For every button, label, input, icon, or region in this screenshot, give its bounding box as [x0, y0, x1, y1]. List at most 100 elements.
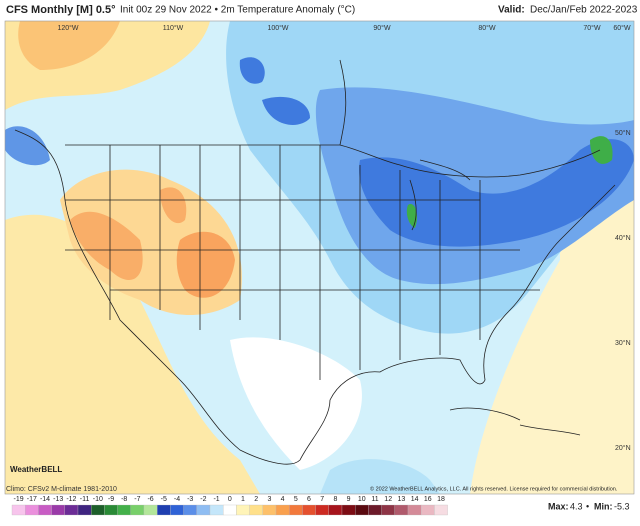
colorbar-swatch [289, 504, 303, 516]
colorbar-label: -11 [80, 496, 90, 503]
colorbar-swatch [236, 504, 250, 516]
colorbar-label: 13 [398, 496, 406, 503]
colorbar-label: 10 [358, 496, 366, 503]
colorbar-label: -1 [213, 496, 219, 503]
colorbar-label: 0 [228, 496, 232, 503]
colorbar-label: -3 [187, 496, 193, 503]
colorbar-swatch [209, 504, 224, 516]
colorbar-swatch [302, 504, 316, 516]
colorbar-swatch [25, 504, 39, 516]
logo: WeatherBELL [10, 465, 62, 474]
lat-label: 20°N [615, 444, 631, 452]
anomaly-area [176, 231, 235, 298]
anomaly-area [160, 187, 187, 224]
min: -5.3 [614, 501, 630, 511]
colorbar-swatch [117, 504, 131, 516]
valid: Dec/Jan/Feb 2022-2023 [530, 5, 638, 16]
colorbar-label: 11 [371, 496, 378, 503]
colorbar-label: -14 [40, 496, 50, 503]
title: CFS Monthly [M] 0.5° [6, 4, 116, 16]
colorbar-swatch [394, 504, 409, 516]
colorbar-label: 6 [307, 496, 311, 503]
lon-label: 120°W [57, 24, 78, 32]
colorbar-swatch [130, 504, 145, 516]
colorbar-swatch [355, 504, 369, 516]
anomaly-area [590, 136, 613, 164]
lon-label: 110°W [163, 24, 184, 32]
colorbar-swatch [38, 504, 52, 516]
subtitle: Init 00z 29 Nov 2022 • 2m Temperature An… [120, 5, 355, 16]
colorbar-label: 14 [411, 496, 419, 503]
colorbar-label: 8 [333, 496, 337, 503]
colorbar-label: -9 [108, 496, 114, 503]
lon-label: 60°W [613, 24, 631, 32]
anomaly-area [470, 195, 634, 494]
colorbar-swatch [434, 504, 448, 516]
colorbar-swatch [77, 504, 92, 516]
colorbar-swatch [262, 504, 277, 516]
colorbar-label: 9 [347, 496, 351, 503]
anomaly-area [230, 337, 362, 470]
colorbar-label: -7 [134, 496, 140, 503]
colorbar-swatch [143, 504, 158, 516]
lon-label: 80°W [478, 24, 496, 32]
map-frame [4, 20, 635, 495]
colorbar-label: 12 [384, 496, 392, 503]
colorbar-swatch [223, 504, 237, 516]
colorbar-label: 1 [241, 496, 245, 503]
colorbar-swatch [157, 504, 171, 516]
anomaly-area [406, 204, 418, 228]
lon-label: 90°W [373, 24, 391, 32]
colorbar-swatch [421, 504, 435, 516]
colorbar-swatch [183, 504, 197, 516]
max-label: Max: [548, 501, 569, 511]
colorbar-label: -13 [53, 496, 63, 503]
colorbar-swatch [51, 504, 65, 516]
boundaries [14, 59, 616, 465]
colorbar-label: 5 [294, 496, 298, 503]
anomaly-area [262, 96, 310, 125]
map: WeatherBELL [4, 20, 635, 495]
separator: • [586, 501, 589, 511]
colorbar-label: -4 [174, 496, 180, 503]
colorbar-swatch [341, 504, 356, 516]
anomaly-area [315, 87, 634, 285]
colorbar-swatch [407, 504, 422, 516]
colorbar-swatch [368, 504, 382, 516]
colorbar-label: 4 [281, 496, 285, 503]
stats: Max: 4.3 • Min: -5.3 [548, 501, 630, 511]
colorbar-swatch [315, 504, 329, 516]
colorbar-label: 16 [424, 496, 432, 503]
anomaly-area [359, 139, 634, 247]
colorbar-label: 2 [254, 496, 258, 503]
valid-label: Valid: [498, 5, 525, 16]
min-label: Min: [594, 501, 613, 511]
lon-label: 70°W [583, 24, 601, 32]
colorbar-swatch [104, 504, 118, 516]
colorbar-label: -17 [27, 496, 37, 503]
colorbar-swatch [381, 504, 395, 516]
anomaly-area [70, 211, 143, 280]
colorbar-swatch [91, 504, 105, 516]
colorbar-label: -6 [147, 496, 153, 503]
anomaly-area [5, 126, 50, 166]
colorbar-swatch [275, 504, 290, 516]
anomaly-area [5, 214, 260, 494]
lat-label: 50°N [615, 129, 631, 137]
colorbar-label: 18 [437, 496, 445, 503]
colorbar-label: 3 [267, 496, 271, 503]
colorbar-label: -10 [93, 496, 103, 503]
anomaly-area [18, 21, 120, 70]
colorbar-swatch [328, 504, 343, 516]
anomaly-area [239, 57, 265, 84]
colorbar-swatch [249, 504, 263, 516]
lat-label: 40°N [615, 234, 631, 242]
copyright: © 2022 WeatherBELL Analytics, LLC. All r… [370, 485, 618, 492]
anomaly-area [320, 459, 440, 494]
lat-label: 30°N [615, 339, 631, 347]
colorbar-swatch [11, 504, 26, 516]
colorbar-label: -19 [14, 496, 24, 503]
colorbar-label: 7 [320, 496, 324, 503]
colorbar-label: -8 [121, 496, 127, 503]
